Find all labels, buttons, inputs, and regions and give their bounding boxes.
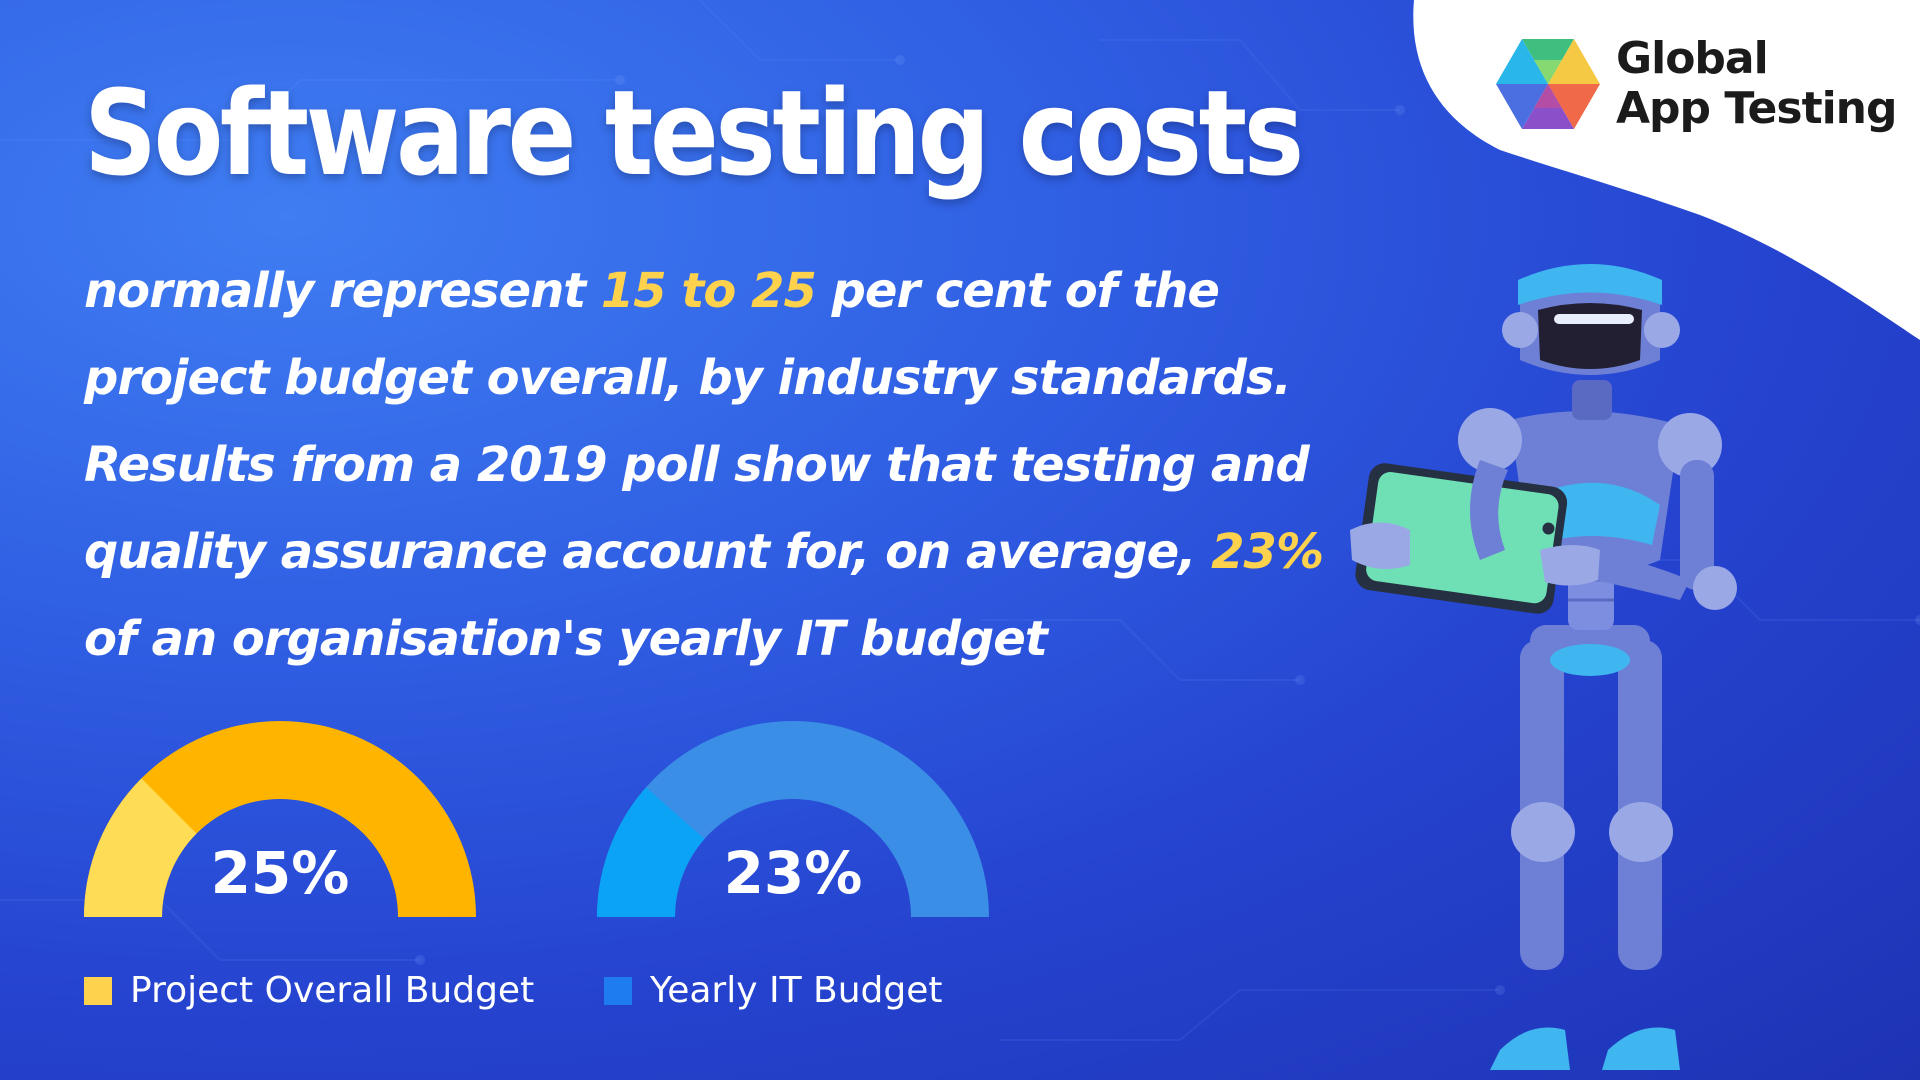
body-line-4-start: quality assurance account for, on averag… — [84, 524, 1212, 580]
legend-item-project-budget: Project Overall Budget — [84, 970, 534, 1011]
gauge-2-value-arc — [597, 787, 705, 917]
logo-line-2: App Testing — [1616, 83, 1897, 134]
gauge-1-track — [84, 721, 476, 917]
legend-swatch-yellow — [84, 976, 112, 1005]
body-text: normally represent 15 to 25 per cent of … — [84, 248, 1334, 683]
body-line-5: of an organisation's yearly IT budget — [84, 611, 1048, 667]
body-line-2: project budget overall, by industry stan… — [84, 350, 1292, 406]
body-line-3: Results from a 2019 poll show that testi… — [84, 437, 1310, 493]
page-title: Software testing costs — [84, 64, 1304, 202]
logo-wordmark: Global App Testing — [1616, 34, 1897, 134]
gauge-it-budget: 23% — [597, 721, 989, 917]
highlight-range: 15 to 25 — [600, 263, 817, 319]
highlight-percent: 23% — [1211, 524, 1324, 580]
gauge-2-track — [597, 721, 989, 917]
logo-line-1: Global — [1616, 33, 1769, 84]
gauge-project-budget: 25% — [84, 721, 476, 917]
body-line-1-start: normally represent — [84, 263, 601, 319]
global-app-testing-logo: Global App Testing — [1494, 34, 1897, 134]
gauge-2-value-label: 23% — [724, 839, 863, 907]
legend-label-project-budget: Project Overall Budget — [130, 970, 535, 1011]
gauge-1-value-label: 25% — [211, 839, 350, 907]
gauge-1-value-arc — [84, 778, 197, 917]
legend-label-it-budget: Yearly IT Budget — [650, 970, 943, 1011]
legend-item-it-budget: Yearly IT Budget — [604, 970, 943, 1011]
body-line-1-end: per cent of the — [815, 263, 1220, 319]
body-line-1: normally represent 15 to 25 per cent of … — [84, 248, 1334, 335]
body-line-4: quality assurance account for, on averag… — [84, 509, 1334, 596]
legend-swatch-blue — [604, 976, 632, 1005]
hexagon-logo-icon — [1496, 39, 1600, 129]
robot-illustration — [1350, 264, 1737, 1070]
